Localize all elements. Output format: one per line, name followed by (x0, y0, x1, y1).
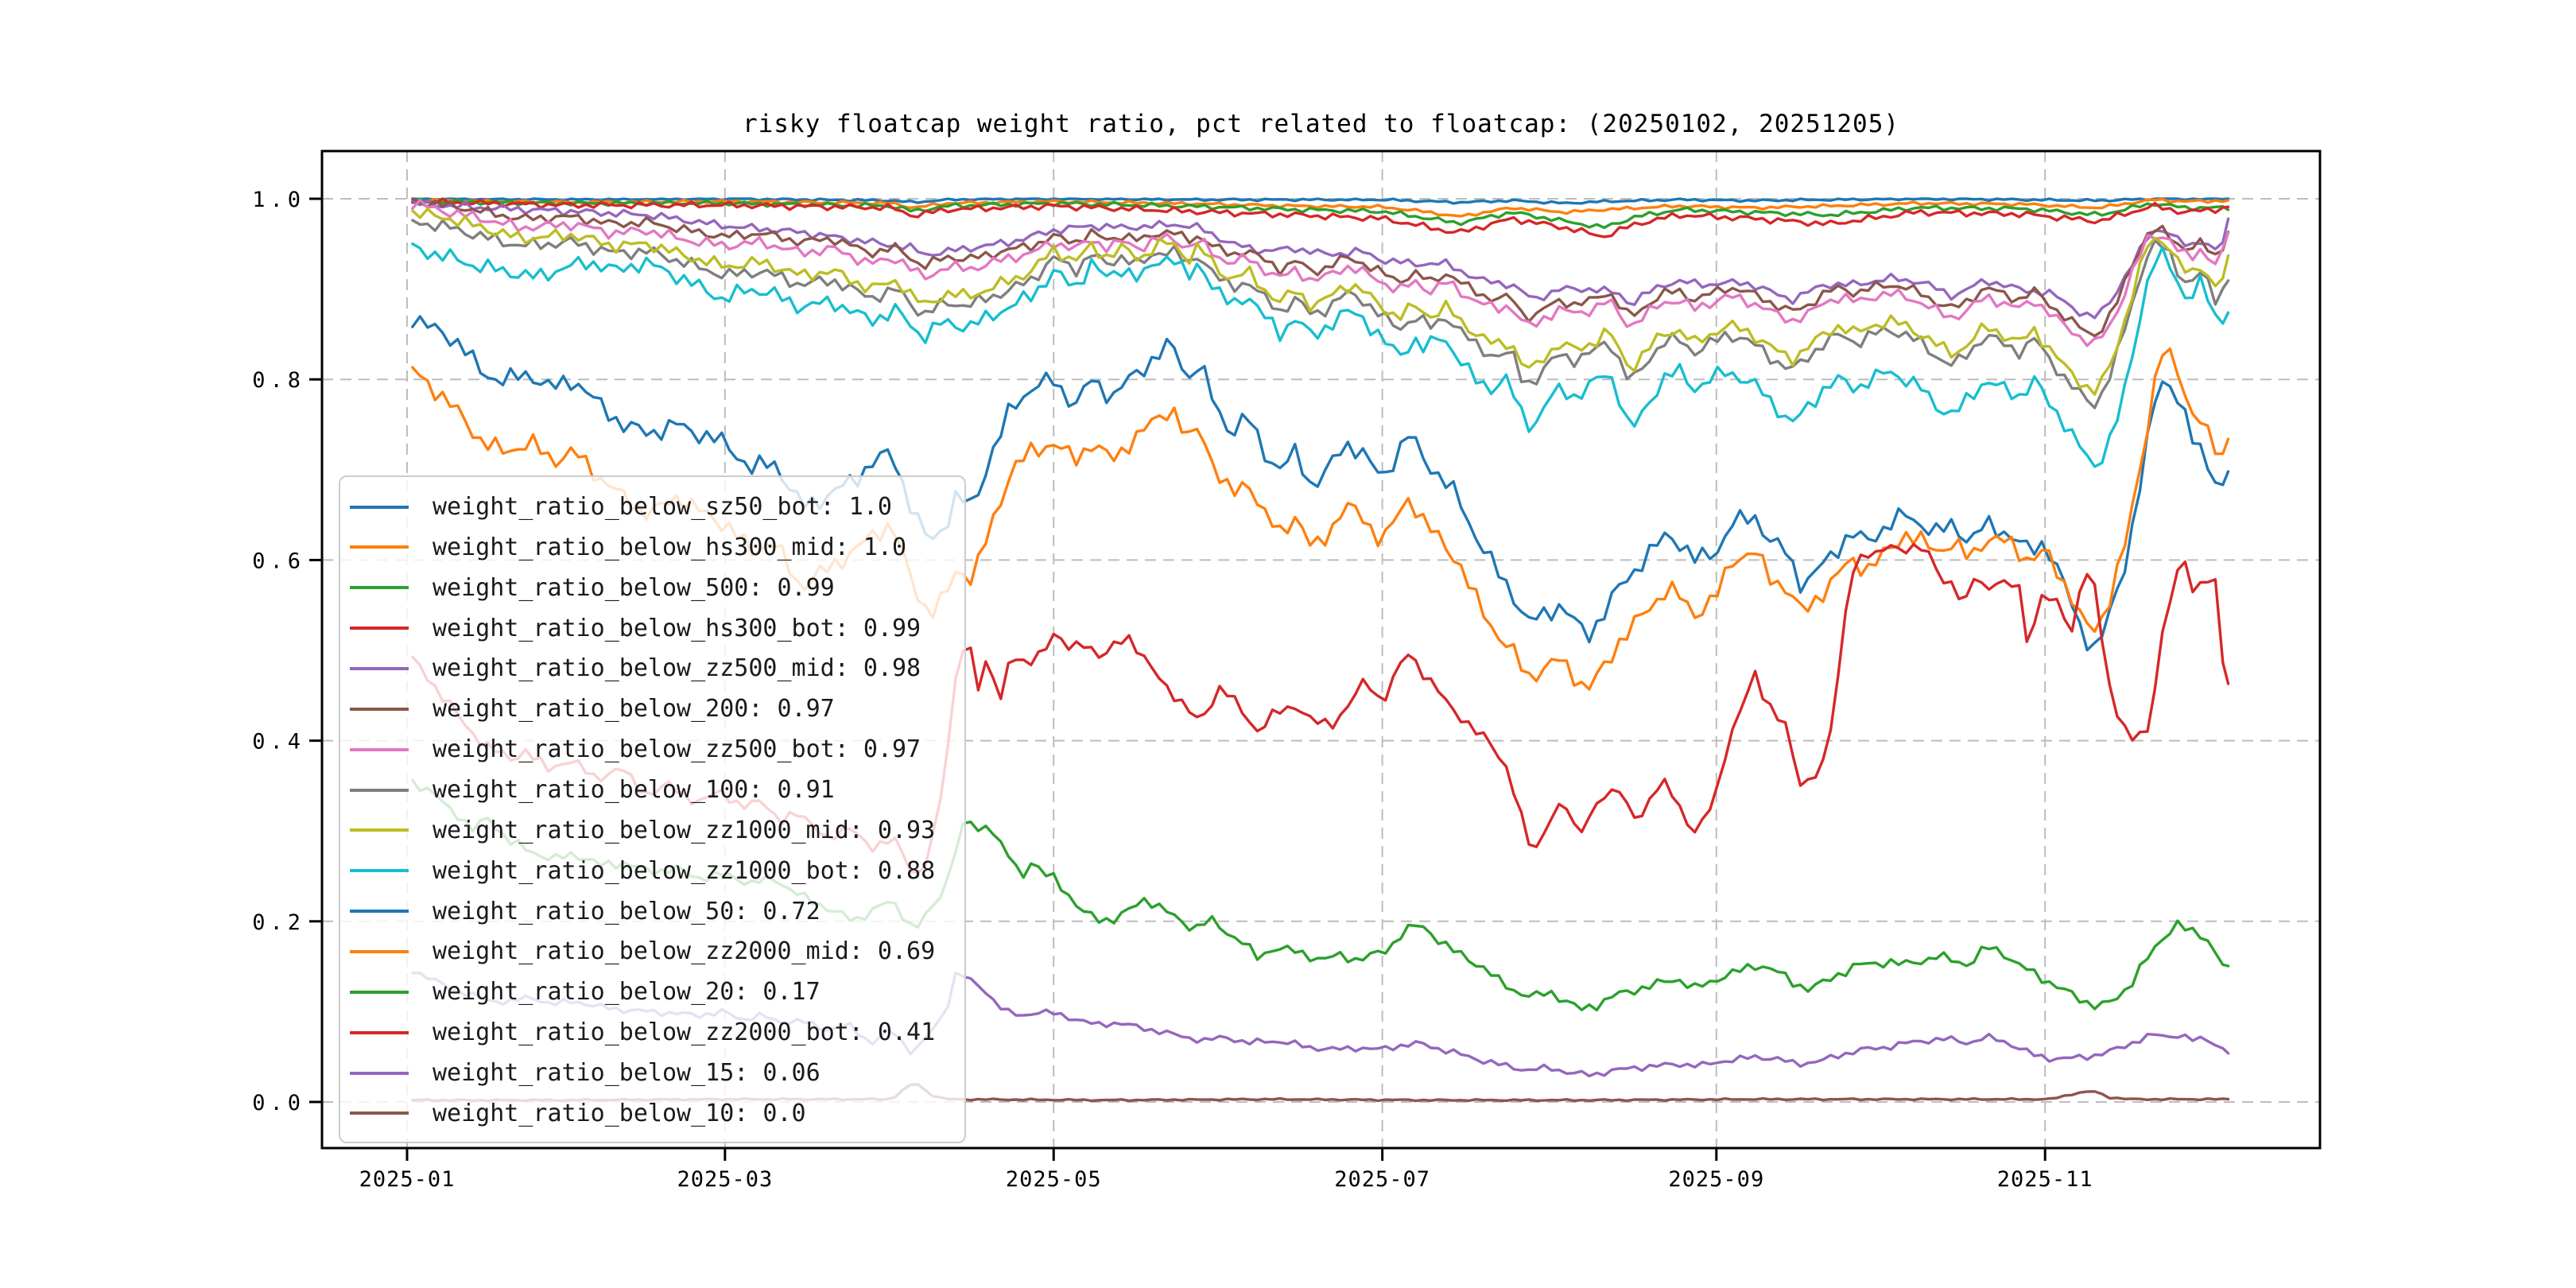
legend-item-weight_ratio_below_zz500_mid: weight_ratio_below_zz500_mid: 0.98 (340, 650, 964, 687)
legend-line-swatch (350, 586, 409, 590)
legend-item-weight_ratio_below_zz500_bot: weight_ratio_below_zz500_bot: 0.97 (340, 731, 964, 768)
legend-line-swatch (350, 747, 409, 751)
y-axis-tick-label: 0.6 (252, 549, 305, 573)
legend-item-weight_ratio_below_zz1000_mid: weight_ratio_below_zz1000_mid: 0.93 (340, 812, 964, 849)
x-axis-tick-label: 2025-03 (677, 1167, 773, 1192)
legend-line-swatch (350, 1111, 409, 1115)
axes-frame (320, 149, 2322, 1150)
legend-item-weight_ratio_below_hs300_mid: weight_ratio_below_hs300_mid: 1.0 (340, 529, 964, 566)
chart-title: risky floatcap weight ratio, pct related… (742, 110, 1900, 138)
legend-label: weight_ratio_below_zz2000_bot: 0.41 (433, 1018, 936, 1047)
legend-label: weight_ratio_below_zz1000_mid: 0.93 (433, 816, 936, 844)
legend-line-swatch (350, 869, 409, 873)
legend-label: weight_ratio_below_zz500_bot: 0.97 (433, 735, 921, 764)
legend-item-weight_ratio_below_20: weight_ratio_below_20: 0.17 (340, 973, 964, 1011)
x-axis-tick-label: 2025-05 (1006, 1167, 1102, 1192)
legend-line-swatch (350, 828, 409, 832)
legend-item-weight_ratio_below_15: weight_ratio_below_15: 0.06 (340, 1054, 964, 1092)
legend-line-swatch (350, 545, 409, 549)
legend-item-weight_ratio_below_500: weight_ratio_below_500: 0.99 (340, 569, 964, 607)
series-line-weight_ratio_below_zz1000_mid (411, 208, 2230, 396)
legend-label: weight_ratio_below_zz1000_bot: 0.88 (433, 856, 936, 885)
legend-line-swatch (350, 1030, 409, 1034)
legend-line-swatch (350, 627, 409, 630)
series-line-weight_ratio_below_zz500_mid (411, 199, 2230, 320)
series-line-weight_ratio_below_zz500_bot (411, 199, 2230, 347)
series-line-weight_ratio_below_hs300_bot (411, 197, 2230, 239)
legend-label: weight_ratio_below_15: 0.06 (433, 1059, 821, 1088)
y-axis-tick-label: 0.8 (252, 368, 305, 393)
series-line-weight_ratio_below_200 (411, 197, 2230, 338)
legend-item-weight_ratio_below_zz1000_bot: weight_ratio_below_zz1000_bot: 0.88 (340, 852, 964, 890)
legend-line-swatch (350, 666, 409, 670)
legend-label: weight_ratio_below_100: 0.91 (433, 776, 835, 805)
legend-label: weight_ratio_below_500: 0.99 (433, 573, 835, 602)
legend-label: weight_ratio_below_zz500_mid: 0.98 (433, 654, 921, 683)
legend-line-swatch (350, 707, 409, 711)
x-axis-tick-label: 2025-11 (1997, 1167, 2093, 1192)
legend-label: weight_ratio_below_hs300_mid: 1.0 (433, 533, 907, 561)
y-axis-tick-label: 0.2 (252, 910, 305, 935)
series-line-weight_ratio_below_50 (411, 315, 2230, 652)
legend-label: weight_ratio_below_200: 0.97 (433, 695, 835, 724)
legend-label: weight_ratio_below_zz2000_mid: 0.69 (433, 937, 936, 966)
legend-line-swatch (350, 949, 409, 953)
series-line-weight_ratio_below_hs300_mid (411, 197, 2230, 218)
x-axis-tick-label: 2025-01 (359, 1167, 456, 1192)
legend-item-weight_ratio_below_100: weight_ratio_below_100: 0.91 (340, 771, 964, 809)
legend-line-swatch (350, 788, 409, 792)
legend-label: weight_ratio_below_20: 0.17 (433, 978, 821, 1007)
legend-item-weight_ratio_below_hs300_bot: weight_ratio_below_hs300_bot: 0.99 (340, 610, 964, 647)
legend-line-swatch (350, 505, 409, 509)
legend-label: weight_ratio_below_50: 0.72 (433, 897, 821, 925)
legend-item-weight_ratio_below_zz2000_bot: weight_ratio_below_zz2000_bot: 0.41 (340, 1014, 964, 1051)
legend-item-weight_ratio_below_200: weight_ratio_below_200: 0.97 (340, 690, 964, 727)
legend-label: weight_ratio_below_10: 0.0 (433, 1099, 806, 1127)
legend-line-swatch (350, 910, 409, 914)
legend-item-weight_ratio_below_50: weight_ratio_below_50: 0.72 (340, 893, 964, 930)
legend-item-weight_ratio_below_zz2000_mid: weight_ratio_below_zz2000_mid: 0.69 (340, 933, 964, 970)
legend-line-swatch (350, 1071, 409, 1075)
legend-line-swatch (350, 990, 409, 994)
chart-legend: weight_ratio_below_sz50_bot: 1.0 weight_r… (339, 475, 966, 1143)
legend-item-weight_ratio_below_10: weight_ratio_below_10: 0.0 (340, 1095, 964, 1132)
legend-item-weight_ratio_below_sz50_bot: weight_ratio_below_sz50_bot: 1.0 (340, 488, 964, 526)
legend-label: weight_ratio_below_hs300_bot: 0.99 (433, 614, 921, 642)
series-line-weight_ratio_below_sz50_bot (411, 197, 2230, 205)
y-axis-tick-label: 0.4 (252, 730, 305, 755)
x-axis-tick-label: 2025-07 (1334, 1167, 1430, 1192)
series-line-weight_ratio_below_100 (411, 219, 2230, 409)
y-axis-tick-label: 0.0 (252, 1091, 305, 1115)
series-line-weight_ratio_below_zz1000_bot (411, 242, 2230, 468)
x-axis-tick-label: 2025-09 (1668, 1167, 1764, 1192)
legend-label: weight_ratio_below_sz50_bot: 1.0 (433, 493, 892, 521)
y-axis-tick-label: 1.0 (252, 188, 305, 212)
